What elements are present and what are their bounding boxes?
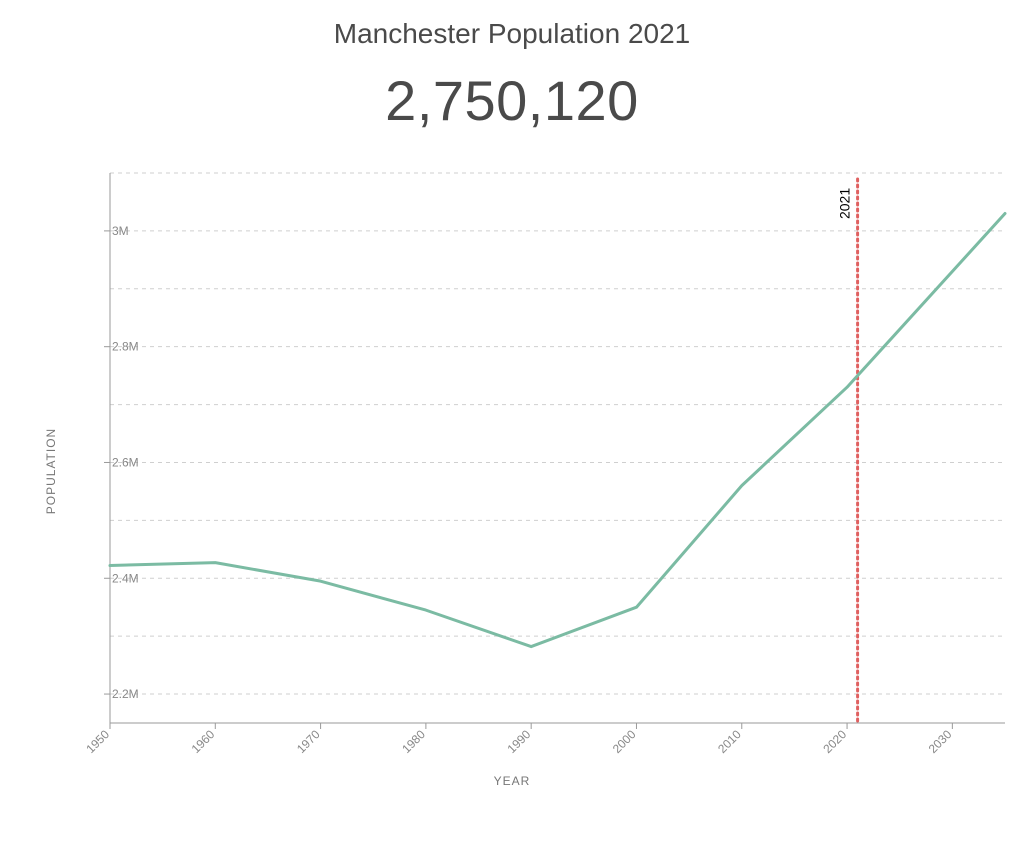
line-chart-svg: 2.2M 2.4M 2.6M 2.8M 3M 1950 1960 1970 1980 1990 20… [0, 153, 1024, 763]
x-tick-label: 1960 [189, 727, 218, 756]
y-tick-label: 2.6M [112, 455, 139, 469]
x-tick-label: 1980 [399, 727, 428, 756]
y-tick-label: 3M [112, 224, 129, 238]
x-tick-label: 1950 [83, 727, 112, 756]
current-year-label: 2021 [837, 188, 853, 219]
x-tick-label: 2010 [715, 727, 744, 756]
y-tick-label: 2.4M [112, 571, 139, 585]
y-tick-label: 2.8M [112, 340, 139, 354]
x-tick-label: 2000 [610, 727, 639, 756]
x-axis-label: YEAR [0, 774, 1024, 788]
x-tick-label: 1970 [294, 727, 323, 756]
x-tick-label: 2020 [820, 727, 849, 756]
x-tick-label: 2030 [926, 727, 955, 756]
population-chart: POPULATION 2.2M 2.4M 2.6M 2.8M 3M 1950 1960 197… [0, 153, 1024, 788]
chart-title: Manchester Population 2021 [0, 18, 1024, 50]
y-axis-label: POPULATION [44, 427, 58, 513]
population-line [110, 214, 1005, 647]
headline-number: 2,750,120 [0, 68, 1024, 133]
y-tick-label: 2.2M [112, 687, 139, 701]
x-tick-label: 1990 [505, 727, 534, 756]
